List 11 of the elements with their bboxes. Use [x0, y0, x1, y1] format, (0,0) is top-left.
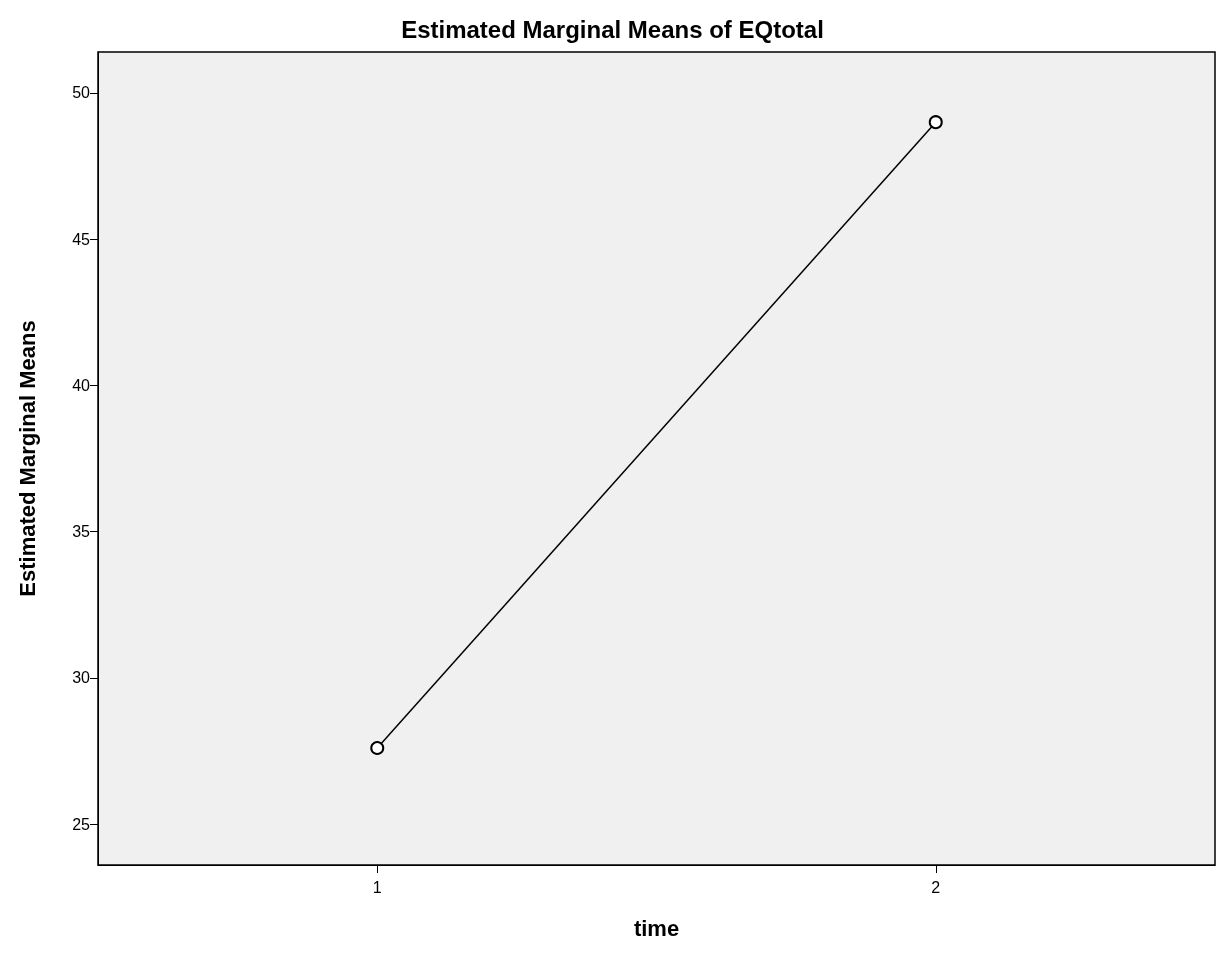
y-tick-label: 45: [72, 230, 91, 248]
y-tick-label: 40: [72, 376, 91, 394]
y-tick-label: 25: [72, 815, 91, 833]
y-tick-label: 35: [72, 523, 91, 541]
x-tick-label: 2: [931, 878, 941, 896]
x-axis-title: time: [633, 915, 680, 941]
y-tick-label: 30: [72, 669, 91, 687]
y-tick-label: 50: [72, 84, 91, 102]
chart-title: Estimated Marginal Means of EQtotal: [401, 15, 824, 43]
y-axis-title: Estimated Marginal Means: [14, 320, 40, 597]
x-tick-label: 1: [372, 878, 382, 896]
